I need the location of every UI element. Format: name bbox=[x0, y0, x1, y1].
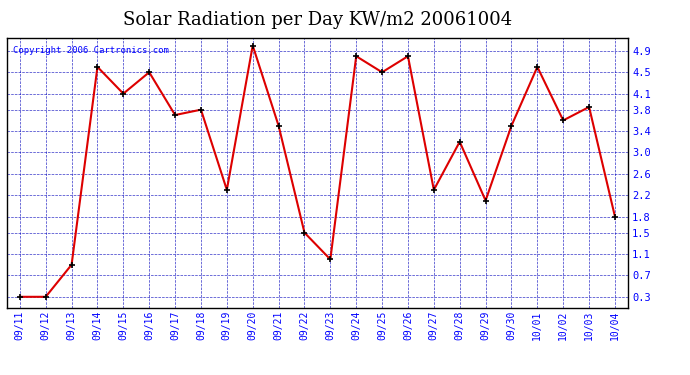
Text: Solar Radiation per Day KW/m2 20061004: Solar Radiation per Day KW/m2 20061004 bbox=[123, 11, 512, 29]
Text: Copyright 2006 Cartronics.com: Copyright 2006 Cartronics.com bbox=[13, 46, 169, 55]
